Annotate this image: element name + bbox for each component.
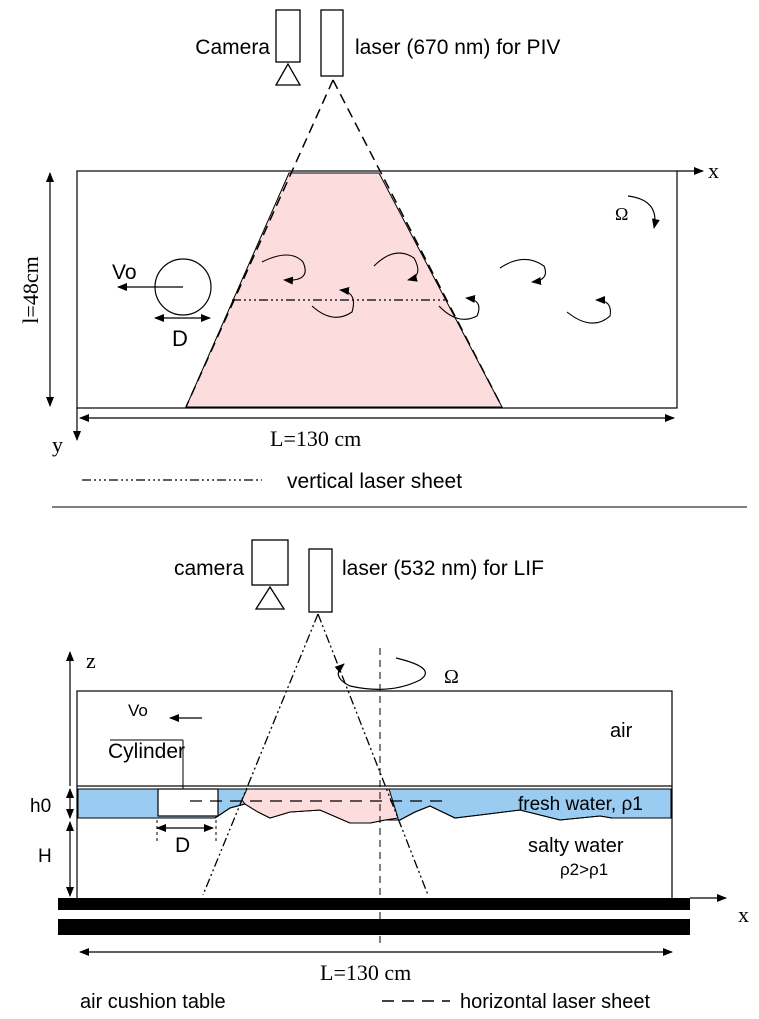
- fresh-water-label: fresh water, ρ1: [518, 794, 643, 815]
- camera-label: camera: [174, 557, 244, 580]
- y-axis-label: y: [52, 432, 63, 457]
- rotation-arrow-icon: [334, 657, 426, 690]
- camera-icon: [274, 9, 302, 86]
- top-panel: Camera laser (670 nm) for PIV x y Ω Vo D: [18, 9, 719, 493]
- table-label: air cushion table: [80, 991, 226, 1013]
- omega-label: Ω: [615, 204, 628, 224]
- vortex-icon: [311, 287, 355, 318]
- length-label: L=130 cm: [320, 960, 411, 985]
- diameter-label: D: [175, 834, 190, 857]
- air-cushion-table-bar: [58, 919, 690, 935]
- salty-water-label: salty water: [528, 835, 624, 857]
- density-label: ρ2>ρ1: [560, 860, 608, 879]
- H-label: H: [38, 846, 52, 867]
- laser-label: laser (532 nm) for LIF: [342, 557, 544, 580]
- velocity-label: Vo: [112, 261, 137, 284]
- legend-label: vertical laser sheet: [287, 470, 462, 493]
- air-label: air: [610, 720, 633, 742]
- legend-label: horizontal laser sheet: [460, 991, 651, 1013]
- cylinder-label: Cylinder: [108, 740, 185, 763]
- laser-beam: [202, 613, 429, 896]
- diameter-label: D: [172, 326, 188, 351]
- rotation-arrow-icon: [627, 195, 660, 229]
- bottom-panel: camera laser (532 nm) for LIF z Cylinder…: [30, 539, 749, 1013]
- tank-floor-bar: [58, 898, 690, 910]
- depth-label: l=48cm: [18, 256, 43, 323]
- laser-label: laser (670 nm) for PIV: [355, 36, 560, 59]
- velocity-label: Vo: [128, 701, 148, 720]
- x-axis-label: x: [708, 158, 719, 183]
- h0-label: h0: [30, 796, 51, 817]
- vortex-icon: [373, 252, 419, 282]
- x-axis-label: x: [738, 902, 749, 927]
- length-label: L=130 cm: [270, 426, 361, 451]
- laser-sheet-area: [241, 788, 399, 824]
- tank-side-view: [76, 690, 673, 787]
- vortex-icon: [566, 296, 611, 324]
- z-axis-label: z: [86, 648, 96, 673]
- vortex-icon: [499, 258, 547, 285]
- laser-icon: [320, 9, 344, 77]
- cylinder-side-view: [157, 788, 219, 817]
- camera-label: Camera: [195, 36, 270, 59]
- vortex-icon: [261, 254, 306, 285]
- omega-label: Ω: [444, 666, 459, 688]
- vortex-icon: [438, 295, 480, 320]
- camera-icon: [251, 539, 289, 610]
- vortex-street: [261, 252, 611, 324]
- laser-beam: [185, 79, 503, 408]
- laser-icon: [308, 548, 333, 613]
